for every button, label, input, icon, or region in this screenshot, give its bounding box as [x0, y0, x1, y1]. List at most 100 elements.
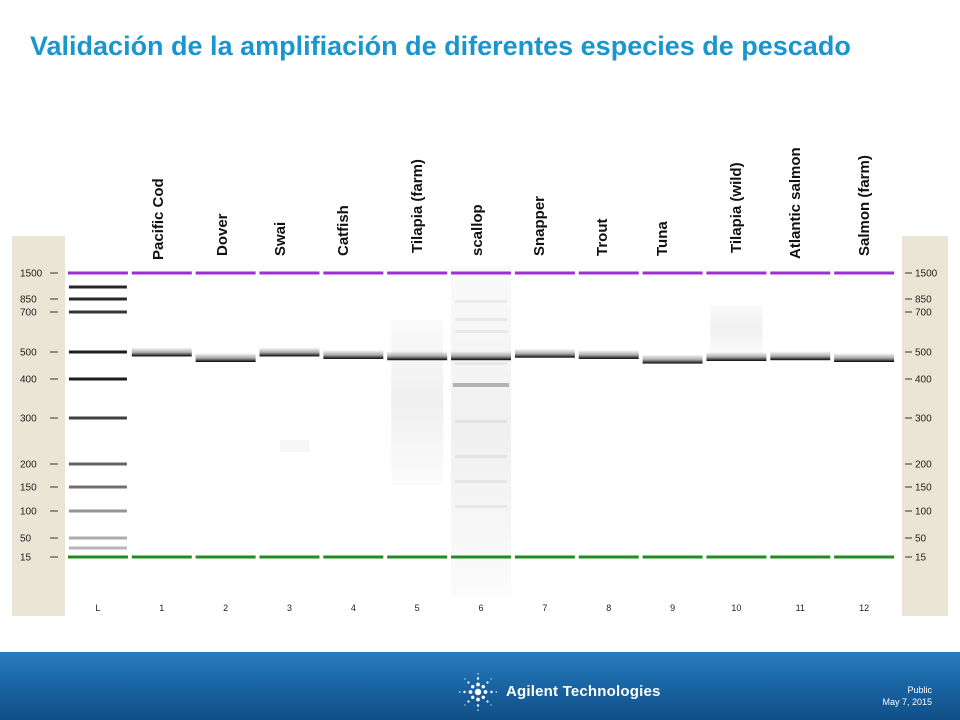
lower-marker-band: [67, 555, 128, 559]
lower-marker-band: [451, 555, 512, 559]
sample-band: [259, 347, 320, 357]
lower-marker-band: [706, 555, 767, 559]
agilent-spark-logo-icon: [459, 673, 497, 711]
scale-tick-label: 100: [20, 507, 37, 518]
size-scale-right: 1500 850 700 500 400 300 200 150 100 50 15: [905, 269, 938, 564]
scale-tick-label: 15: [915, 553, 927, 564]
sample-band: [323, 349, 384, 359]
faint-band: [455, 480, 508, 483]
scale-tick-label: 100: [915, 507, 932, 518]
scale-tick-label: 50: [20, 534, 32, 545]
upper-marker-band: [131, 271, 192, 275]
scale-tick-label: 150: [915, 483, 932, 494]
lower-marker-band: [259, 555, 320, 559]
lane-id-label: 2: [223, 603, 228, 613]
sample-band: [387, 351, 448, 361]
upper-marker-band: [259, 271, 320, 275]
sample-band: [451, 351, 512, 361]
scale-tick-label: 850: [20, 295, 37, 306]
lane-id-label: 8: [606, 603, 611, 613]
sample-band: [706, 351, 767, 361]
sample-band: [770, 351, 831, 361]
footer-brand-name: Agilent Technologies: [506, 683, 661, 700]
faint-band: [279, 440, 309, 452]
lane-id-label: 11: [796, 603, 805, 613]
lane-id-label: 6: [479, 603, 484, 613]
ladder-band: [68, 485, 127, 489]
sample-band: [642, 354, 703, 364]
scale-tick-label: 200: [915, 460, 932, 471]
ladder-band: [68, 416, 127, 420]
ladder-band: [68, 509, 127, 513]
sample-band: [834, 353, 895, 363]
ladder-band: [68, 546, 127, 550]
lower-marker-band: [514, 555, 575, 559]
lane-id-label: 4: [351, 603, 356, 613]
lower-marker-band: [195, 555, 256, 559]
slide-title: Validación de la amplifiación de diferen…: [30, 31, 851, 61]
gel-image: 1500 850 700 500 400 300 200 150 100 50 15 1500 850…: [12, 236, 948, 616]
lower-marker-band: [834, 555, 895, 559]
faint-band: [455, 300, 508, 303]
upper-marker-band: [67, 271, 128, 275]
lower-marker-band: [131, 555, 192, 559]
faint-band: [455, 330, 508, 333]
scale-tick-label: 1500: [915, 269, 938, 280]
ladder-band: [68, 297, 127, 301]
upper-marker-band: [323, 271, 384, 275]
lower-marker-band: [323, 555, 384, 559]
ladder-band: [68, 310, 127, 314]
scale-tick-label: 500: [915, 348, 932, 359]
upper-marker-band: [514, 271, 575, 275]
upper-marker-band: [706, 271, 767, 275]
sample-band: [578, 349, 639, 359]
upper-marker-band: [195, 271, 256, 275]
footer-date: May 7, 2015: [882, 697, 932, 707]
lane-number-labels: L 1 2 3 4 5 6 7 8 9 10 11 12: [95, 603, 869, 613]
lane-id-label: 5: [415, 603, 420, 613]
lane-smear: [451, 266, 512, 596]
sample-band: [131, 347, 192, 357]
scale-tick-label: 150: [20, 483, 37, 494]
lower-marker-band: [387, 555, 448, 559]
ladder-band: [68, 350, 127, 354]
ladder-band: [68, 285, 127, 289]
scale-tick-label: 500: [20, 348, 37, 359]
scale-tick-label: 200: [20, 460, 37, 471]
upper-marker-band: [834, 271, 895, 275]
ladder-band: [68, 377, 127, 381]
lower-marker-band: [770, 555, 831, 559]
lane-id-label: 7: [542, 603, 547, 613]
faint-band: [455, 455, 508, 458]
lower-marker-band: [578, 555, 639, 559]
faint-band: [455, 505, 508, 508]
upper-marker-band: [642, 271, 703, 275]
lane-id-label: L: [95, 603, 100, 613]
lane-id-label: 3: [287, 603, 292, 613]
upper-marker-band: [387, 271, 448, 275]
lane-id-label: 10: [731, 603, 741, 613]
sample-band: [514, 348, 575, 358]
scale-tick-label: 300: [915, 414, 932, 425]
faint-band: [455, 362, 508, 365]
scale-tick-label: 400: [20, 375, 37, 386]
lane-id-label: 9: [670, 603, 675, 613]
scale-tick-label: 300: [20, 414, 37, 425]
upper-marker-band: [578, 271, 639, 275]
lower-marker-band: [642, 555, 703, 559]
upper-marker-band: [770, 271, 831, 275]
lane-smear: [391, 320, 444, 485]
scale-tick-label: 400: [915, 375, 932, 386]
lane-id-label: 12: [859, 603, 869, 613]
ladder-band: [68, 462, 127, 466]
sample-band: [195, 353, 256, 363]
footer-classification: Public: [907, 685, 932, 695]
scale-tick-label: 850: [915, 295, 932, 306]
size-scale-left: 1500 850 700 500 400 300 200 150 100 50 15: [20, 269, 58, 564]
ladder-band: [68, 536, 127, 540]
footer-bar: Agilent Technologies Public May 7, 2015: [0, 652, 960, 720]
scale-tick-label: 50: [915, 534, 927, 545]
faint-band: [455, 420, 508, 423]
upper-marker-band: [451, 271, 512, 275]
